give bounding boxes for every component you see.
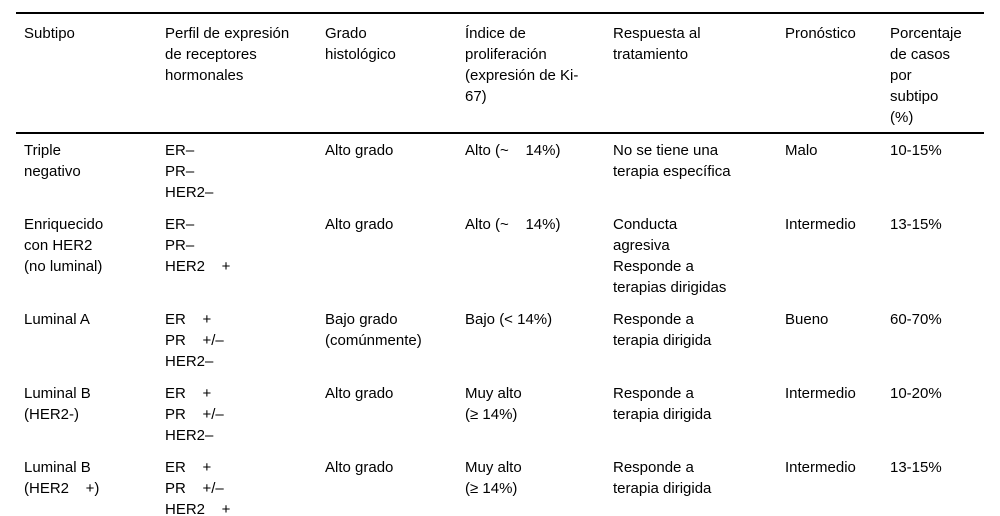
col-header-respuesta-tratamiento: Respuesta al tratamiento	[613, 25, 701, 63]
cell-pronostico: Bueno	[785, 311, 829, 328]
cell-porcentaje: 13-15%	[890, 459, 942, 476]
cell-pronostico: Intermedio	[785, 459, 856, 476]
table-row-luminal-a: Luminal A ER + PR +/– HER2– Bajo grado (…	[16, 303, 984, 377]
cell-respuesta: Responde a terapia dirigida	[613, 311, 712, 349]
cell-subtipo: Luminal B (HER2-)	[24, 385, 91, 423]
col-header-indice-proliferacion: Índice de proliferación (expresión de Ki…	[465, 25, 579, 105]
cell-subtipo: Triple negativo	[24, 142, 81, 180]
cell-pronostico: Intermedio	[785, 216, 856, 233]
table-row-enriquecido-her2: Enriquecido con HER2 (no luminal) ER– PR…	[16, 208, 984, 303]
col-header-perfil-receptores: Perfil de expresión de receptores hormon…	[165, 25, 290, 84]
cell-grado: Bajo grado (comúnmente)	[325, 311, 422, 349]
table-container: Subtipo Perfil de expresión de receptore…	[16, 12, 984, 516]
cell-respuesta: Responde a terapia dirigida	[613, 385, 712, 423]
cell-indice: Muy alto (≥ 14%)	[465, 459, 522, 497]
col-header-porcentaje-casos: Porcentaje de casos por subtipo (%)	[890, 25, 962, 126]
cell-perfil-receptores: ER + PR +/– HER2–	[165, 385, 224, 444]
cell-perfil-receptores: ER– PR– HER2 +	[165, 216, 231, 275]
cell-perfil-receptores: ER– PR– HER2–	[165, 142, 214, 201]
col-header-subtipo: Subtipo	[24, 25, 75, 42]
header-row: Subtipo Perfil de expresión de receptore…	[16, 13, 984, 133]
cell-respuesta: Responde a terapia dirigida	[613, 459, 712, 497]
cell-indice: Muy alto (≥ 14%)	[465, 385, 522, 423]
cell-grado: Alto grado	[325, 459, 394, 476]
cell-perfil-receptores: ER + PR +/– HER2 +	[165, 459, 231, 516]
cell-respuesta: Conducta agresiva Responde a terapias di…	[613, 216, 727, 296]
cell-indice: Bajo (< 14%)	[465, 311, 553, 328]
table-row-triple-negativo: Triple negativo ER– PR– HER2– Alto grado…	[16, 133, 984, 208]
cell-pronostico: Intermedio	[785, 385, 856, 402]
table-row-luminal-b-her2-neg: Luminal B (HER2-) ER + PR +/– HER2– Alto…	[16, 377, 984, 451]
cell-porcentaje: 10-15%	[890, 142, 942, 159]
col-header-pronostico: Pronóstico	[785, 25, 856, 42]
cell-grado: Alto grado	[325, 216, 394, 233]
cell-respuesta: No se tiene una terapia específica	[613, 142, 731, 180]
col-header-grado-histologico: Grado histológico	[325, 25, 396, 63]
cell-porcentaje: 60-70%	[890, 311, 942, 328]
cell-perfil-receptores: ER + PR +/– HER2–	[165, 311, 224, 370]
cell-indice: Alto (~ 14%)	[465, 216, 561, 233]
cell-grado: Alto grado	[325, 142, 394, 159]
cell-pronostico: Malo	[785, 142, 818, 159]
cell-grado: Alto grado	[325, 385, 394, 402]
cell-porcentaje: 10-20%	[890, 385, 942, 402]
cell-subtipo: Enriquecido con HER2 (no luminal)	[24, 216, 104, 275]
cell-subtipo: Luminal A	[24, 311, 90, 328]
cell-indice: Alto (~ 14%)	[465, 142, 561, 159]
breast-cancer-subtypes-table: Subtipo Perfil de expresión de receptore…	[16, 12, 984, 516]
table-row-luminal-b-her2-pos: Luminal B (HER2 +) ER + PR +/– HER2 + Al…	[16, 451, 984, 516]
cell-subtipo: Luminal B (HER2 +)	[24, 459, 100, 497]
cell-porcentaje: 13-15%	[890, 216, 942, 233]
